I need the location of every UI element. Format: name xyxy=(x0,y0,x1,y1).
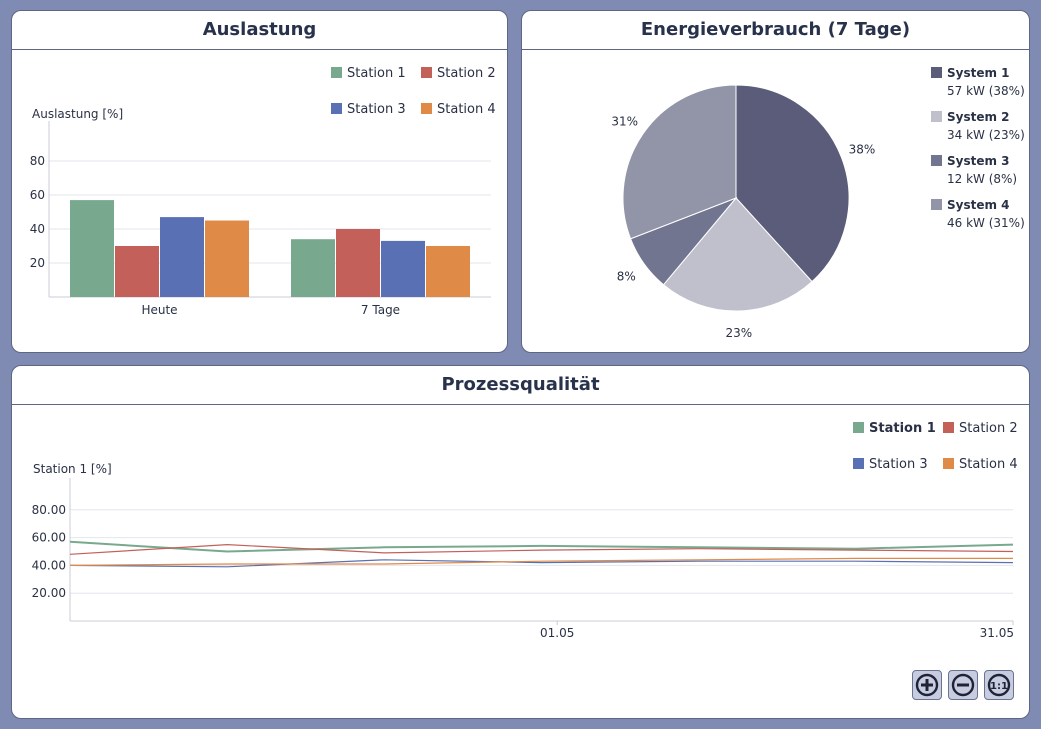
bar-station-1 xyxy=(70,200,114,297)
y-tick-label: 80.00 xyxy=(32,503,66,517)
y-tick-label: 40.00 xyxy=(32,558,66,572)
legend-item-station-1[interactable]: Station 1 xyxy=(853,421,936,436)
legend-swatch xyxy=(943,422,954,433)
zoom-in-button[interactable] xyxy=(912,670,942,700)
legend-swatch xyxy=(943,458,954,469)
bar-station-2 xyxy=(336,229,380,297)
energie-title: Energieverbrauch (7 Tage) xyxy=(522,11,1029,50)
bar-station-3 xyxy=(160,217,204,297)
pie-legend-item-system-2[interactable]: System 2 34 kW (23%) xyxy=(931,110,1025,142)
bar-station-4 xyxy=(426,246,470,297)
zoom-out-button[interactable] xyxy=(948,670,978,700)
legend-swatch xyxy=(331,103,342,114)
zoom-reset-label: 1:1 xyxy=(990,681,1008,692)
pie-slice-system-4 xyxy=(622,84,737,240)
auslastung-title: Auslastung xyxy=(12,11,507,50)
pie-slice-label: 8% xyxy=(617,270,636,284)
legend-label: System 4 xyxy=(947,198,1010,212)
prozess-title: Prozessqualität xyxy=(12,366,1029,405)
auslastung-legend: Station 1 Station 2 Station 3 Station 4 xyxy=(12,11,507,131)
legend-item-station-4[interactable]: Station 4 xyxy=(421,102,496,117)
pie-slice-label: 31% xyxy=(611,115,638,129)
pie-slice-system-2 xyxy=(662,197,813,312)
legend-item-station-2[interactable]: Station 2 xyxy=(421,66,496,81)
legend-label: System 3 xyxy=(947,154,1010,168)
prozess-line-chart: 20.00 40.00 60.00 80.00 01.05 31.05 xyxy=(32,478,1014,640)
legend-label: Station 4 xyxy=(437,102,496,117)
energie-pie-chart: 38% 23% 8% 31% xyxy=(611,84,876,340)
legend-label: System 2 xyxy=(947,110,1010,124)
legend-label: Station 1 xyxy=(347,66,406,81)
pie-slice-label: 38% xyxy=(849,142,876,156)
legend-label: Station 2 xyxy=(437,66,496,81)
line-series-station-1 xyxy=(69,540,1014,553)
legend-detail: 46 kW (31%) xyxy=(947,216,1025,230)
bar-station-1 xyxy=(291,239,335,297)
auslastung-y-axis-title: Auslastung [%] xyxy=(32,107,124,121)
legend-item-station-3[interactable]: Station 3 xyxy=(331,102,406,117)
pie-legend-item-system-3[interactable]: System 3 12 kW (8%) xyxy=(931,154,1017,186)
x-tick-label: 01.05 xyxy=(540,626,574,640)
legend-swatch xyxy=(853,422,864,433)
legend-swatch xyxy=(421,103,432,114)
line-series-station-3 xyxy=(69,559,1014,568)
x-tick-label: 7 Tage xyxy=(361,303,400,317)
legend-swatch xyxy=(421,67,432,78)
legend-item-station-1[interactable]: Station 1 xyxy=(331,66,406,81)
legend-label: Station 3 xyxy=(869,457,928,472)
legend-swatch xyxy=(331,67,342,78)
legend-detail: 12 kW (8%) xyxy=(947,172,1018,186)
legend-label: Station 3 xyxy=(347,102,406,117)
y-tick-label: 80 xyxy=(30,154,45,168)
prozess-panel: Prozessqualität Station 1 Station 2 Stat… xyxy=(11,365,1030,719)
energie-panel: Energieverbrauch (7 Tage) 38% 23% 8% 31% Sy… xyxy=(521,10,1030,353)
auslastung-panel: Auslastung Station 1 Station 2 Station 3… xyxy=(11,10,508,353)
y-tick-label: 20.00 xyxy=(32,586,66,600)
x-tick-label: Heute xyxy=(141,303,177,317)
x-tick-label: 31.05 xyxy=(980,626,1014,640)
auslastung-bar-chart: 20 40 60 80 Heute 7 Tage xyxy=(30,121,491,317)
bar-station-2 xyxy=(115,246,159,297)
bar-station-4 xyxy=(205,220,249,297)
line-series-station-4 xyxy=(69,557,1013,566)
legend-label: Station 4 xyxy=(959,457,1018,472)
pie-legend-item-system-1[interactable]: System 1 57 kW (38%) xyxy=(931,66,1025,98)
pie-slice-system-1 xyxy=(735,84,850,283)
y-tick-label: 60.00 xyxy=(32,531,66,545)
zoom-in-icon xyxy=(915,673,939,697)
legend-swatch xyxy=(931,111,942,122)
legend-detail: 34 kW (23%) xyxy=(947,128,1025,142)
y-tick-label: 60 xyxy=(30,188,45,202)
prozess-y-axis-title: Station 1 [%] xyxy=(33,462,112,476)
prozess-legend: Station 1 Station 2 Station 3 Station 4 xyxy=(12,366,1029,486)
legend-item-station-4[interactable]: Station 4 xyxy=(943,457,1018,472)
legend-swatch xyxy=(931,67,942,78)
legend-swatch xyxy=(931,155,942,166)
y-tick-label: 20 xyxy=(30,256,45,270)
zoom-reset-button[interactable]: 1:1 xyxy=(984,670,1014,700)
legend-label: System 1 xyxy=(947,66,1010,80)
pie-legend-item-system-4[interactable]: System 4 46 kW (31%) xyxy=(931,198,1025,230)
y-tick-label: 40 xyxy=(30,222,45,236)
legend-detail: 57 kW (38%) xyxy=(947,84,1025,98)
line-series-station-2 xyxy=(69,543,1014,555)
legend-item-station-3[interactable]: Station 3 xyxy=(853,457,928,472)
energie-legend: System 1 57 kW (38%) System 2 34 kW (23%… xyxy=(522,11,1029,352)
zoom-reset-icon: 1:1 xyxy=(987,673,1011,697)
bar-station-3 xyxy=(381,240,425,297)
legend-label: Station 2 xyxy=(959,421,1018,436)
legend-label: Station 1 xyxy=(869,421,936,436)
pie-slice-label: 23% xyxy=(726,326,753,340)
legend-swatch xyxy=(853,458,864,469)
legend-item-station-2[interactable]: Station 2 xyxy=(943,421,1018,436)
zoom-out-icon xyxy=(951,673,975,697)
legend-swatch xyxy=(931,199,942,210)
